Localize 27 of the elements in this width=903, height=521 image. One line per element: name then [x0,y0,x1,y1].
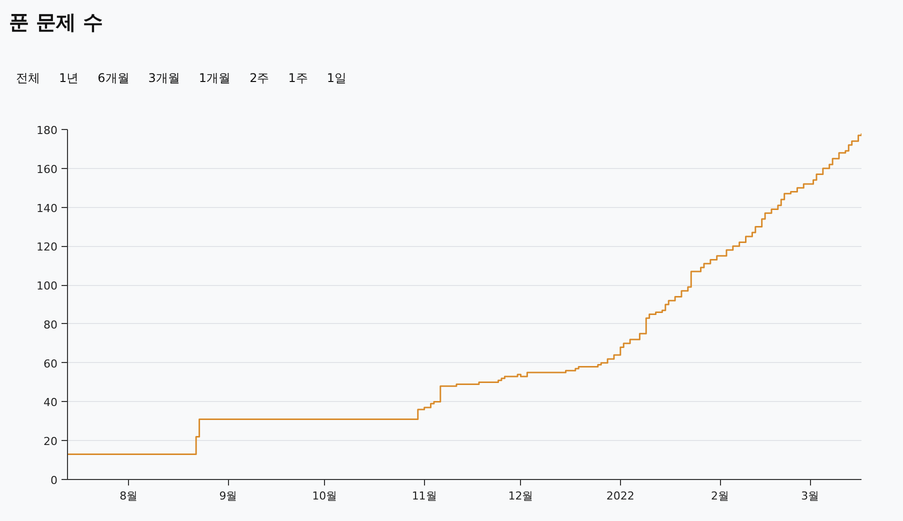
text: 6개월 [98,71,130,85]
text: 1개월 [198,71,231,85]
text: 1일 [326,71,346,85]
y-tick-label: 0 [50,474,58,487]
x-tick-label: 2022 [606,490,634,502]
x-tick-label: 3월 [801,490,820,502]
y-tick-label: 100 [36,280,58,293]
y-tick-label: 20 [44,435,58,448]
y-tick-label: 40 [44,396,58,410]
y-tick-label: 60 [44,357,58,370]
x-tick-label: 10월 [312,490,338,502]
x-tick-label: 8월 [120,490,138,502]
y-tick-label: 140 [36,202,58,215]
y-tick-label: 120 [36,240,58,254]
x-tick-label: 12월 [508,490,534,502]
x-tick-label: 11월 [412,490,437,502]
y-tick-label: 80 [44,318,58,332]
y-tick-label: 160 [36,162,58,176]
x-tick-label: 9월 [219,490,238,502]
y-tick-label: 180 [36,124,58,137]
chart-title: 푼 문제 수 [9,9,103,36]
text: 3개월 [148,71,180,85]
text: 1주 [288,71,308,85]
x-tick-label: 2월 [711,490,730,502]
text: 전체 [16,71,40,85]
text: 2주 [250,71,270,85]
text: 1년 [59,71,79,85]
